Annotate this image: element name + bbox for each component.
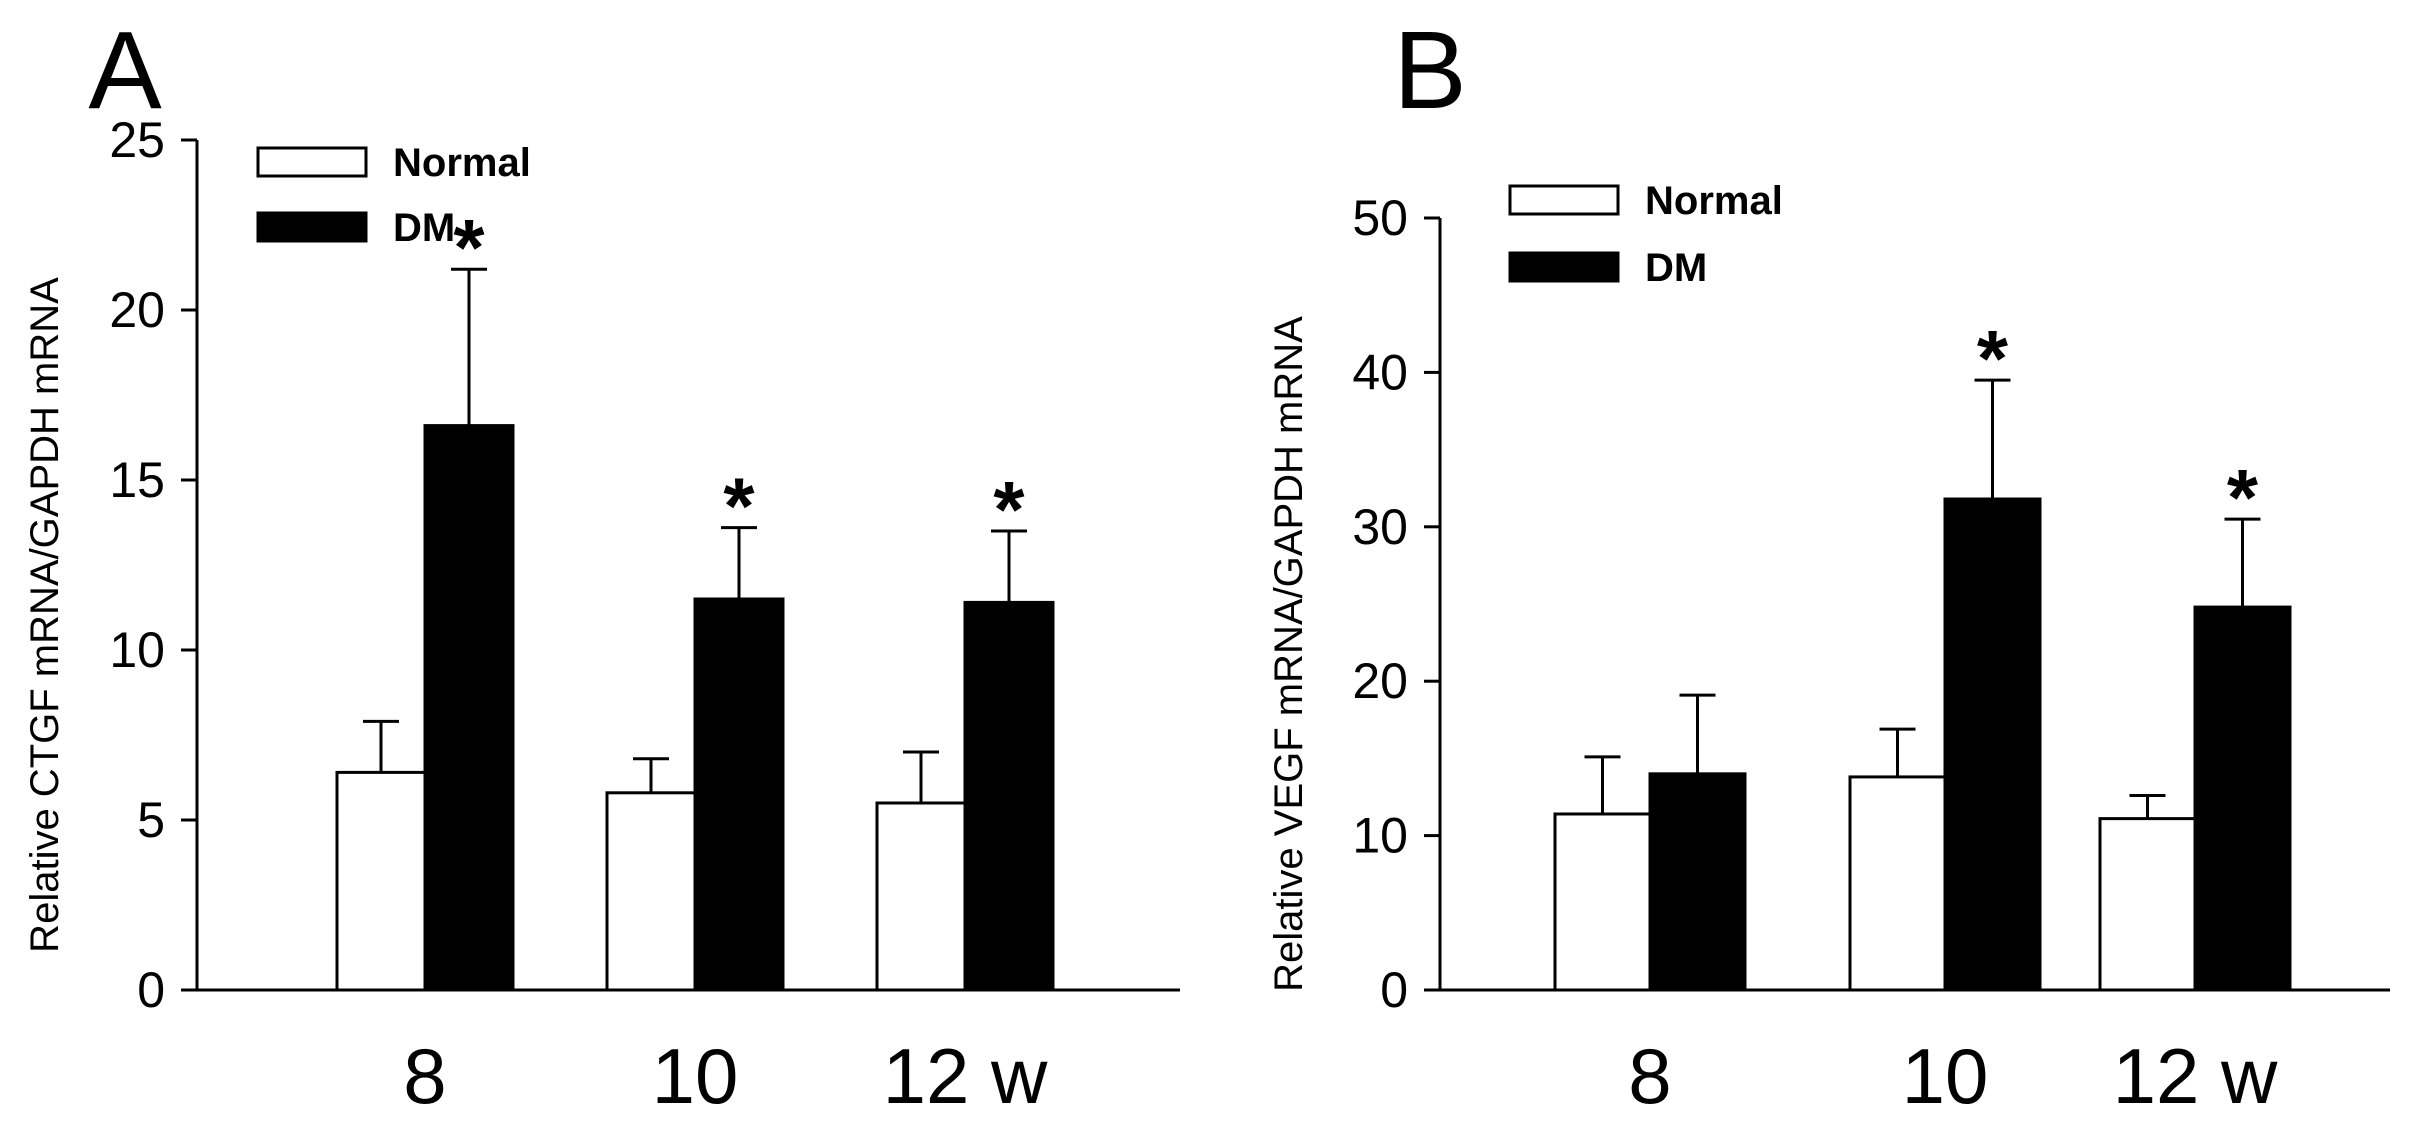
significance-marker: * [723,462,755,551]
bar-dm [693,597,785,992]
bar-normal [1553,812,1652,992]
category-label: 8 [403,1032,446,1120]
bar-normal [2098,817,2197,992]
category-label: 12 w [2113,1032,2278,1120]
category-label: 10 [1902,1032,1989,1120]
significance-marker: * [1977,314,2009,403]
legend-label-dm: DM [393,206,455,250]
y-tick-label: 40 [1352,344,1408,400]
legend-label-normal: Normal [393,141,531,185]
y-axis-label: Relative VEGF mRNA/GAPDH mRNA [1267,316,1311,992]
y-tick-label: 15 [109,452,165,508]
legend-swatch-normal [1508,184,1620,216]
bar-normal [875,801,967,992]
y-tick-label: 20 [109,282,165,338]
bar-dm [423,424,515,992]
legend-swatch-dm [1508,251,1620,283]
panel-a: A Relative CTGF mRNA/GAPDH mRNA 0 5 10 15 20 25… [23,9,1180,1120]
y-tick-label: 25 [109,112,165,168]
category-label: 12 w [883,1032,1048,1120]
panel-letter: B [1393,9,1466,132]
y-tick-label: 10 [1352,808,1408,864]
panel-b: B Relative VEGF mRNA/GAPDH mRNA 0 10 20 30 40 5… [1267,9,2390,1120]
category-label: 10 [652,1032,739,1120]
legend-label-normal: Normal [1645,179,1783,223]
significance-marker: * [453,203,485,292]
y-tick-label: 50 [1352,190,1408,246]
y-tick-label: 5 [137,792,165,848]
bar-normal [605,791,697,992]
y-tick-label: 0 [1380,962,1408,1018]
bar-normal [1848,775,1947,992]
panel-letter: A [88,9,162,132]
bar-normal [335,770,427,992]
y-tick-label: 30 [1352,499,1408,555]
bar-dm [1943,497,2042,992]
y-axis-label: Relative CTGF mRNA/GAPDH mRNA [23,277,67,953]
significance-marker: * [993,465,1025,554]
y-tick-label: 20 [1352,653,1408,709]
bar-dm [2193,605,2292,992]
legend-swatch-dm [256,211,368,243]
y-tick-label: 0 [137,962,165,1018]
y-tick-label: 10 [109,622,165,678]
bar-dm [963,600,1055,992]
significance-marker: * [2227,453,2259,542]
bar-dm [1648,772,1747,992]
legend-label-dm: DM [1645,246,1707,290]
category-label: 8 [1628,1032,1671,1120]
legend-swatch-normal [256,146,368,178]
